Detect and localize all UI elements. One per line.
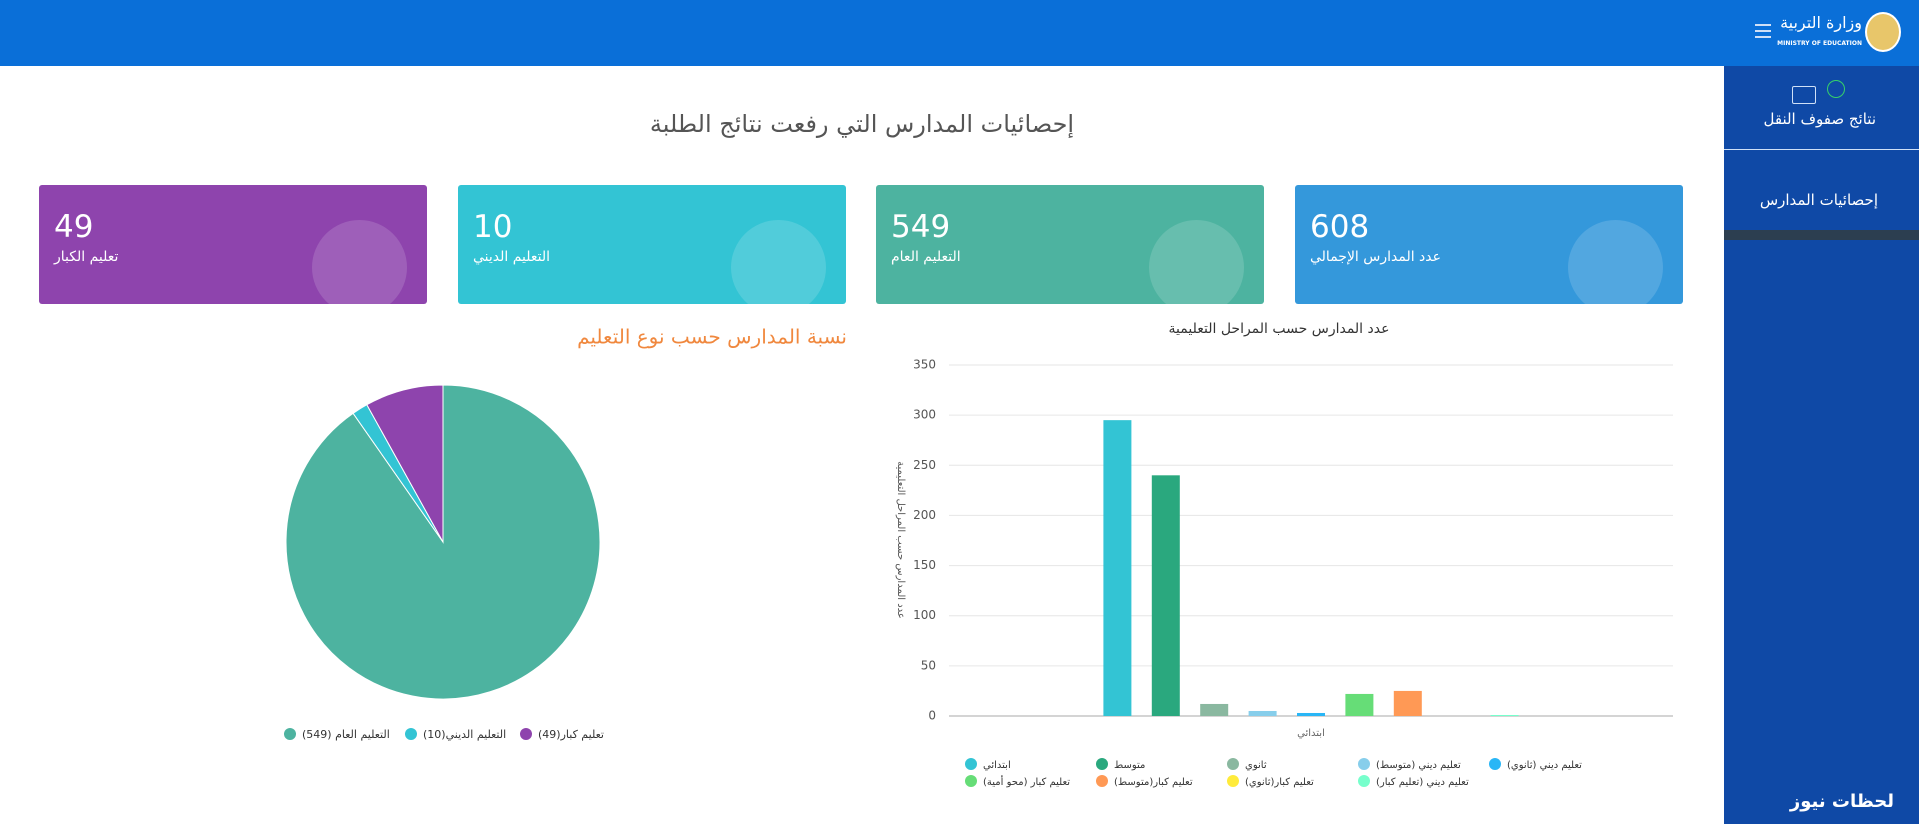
- legend-marker: [1096, 775, 1108, 787]
- card-label: تعليم الكبار: [54, 249, 119, 265]
- legend-marker: [520, 728, 532, 740]
- bar: [1297, 712, 1325, 716]
- chart-title: عدد المدارس حسب المراحل التعليمية: [1169, 321, 1390, 337]
- y-tick-label: 0: [928, 709, 936, 723]
- sidebar: نتائج صفوف النقل إحصائيات المدارس لحظات …: [1724, 66, 1919, 824]
- legend-marker: [1227, 775, 1239, 787]
- info-icon: [1827, 80, 1845, 98]
- legend-marker: [1489, 758, 1501, 770]
- legend-label: تعليم كبار(49): [538, 728, 604, 741]
- legend-marker: [1358, 758, 1370, 770]
- bar: [1248, 710, 1277, 716]
- chart-title: نسبة المدارس حسب نوع التعليم: [577, 325, 847, 349]
- stat-card: 608 عدد المدارس الإجمالي: [1295, 185, 1683, 304]
- stat-card: 10 التعليم الديني: [458, 185, 846, 304]
- legend-marker: [1227, 758, 1239, 770]
- logo-title: وزارة التربية: [1780, 13, 1862, 32]
- legend-label: متوسط: [1114, 760, 1145, 771]
- logo-subtitle: MINISTRY OF EDUCATION: [1777, 40, 1862, 47]
- page-title: إحصائيات المدارس التي رفعت نتائج الطلبة: [649, 110, 1075, 138]
- x-tick-label: ابتدائي: [1297, 728, 1325, 739]
- stat-card: 49 تعليم الكبار: [39, 185, 427, 304]
- legend-label: تعليم ديني (تعليم كبار): [1376, 777, 1469, 788]
- menu-button[interactable]: [1755, 24, 1771, 38]
- bar: [1103, 420, 1132, 716]
- stat-card: 549 التعليم العام: [876, 185, 1264, 304]
- legend-marker: [965, 775, 977, 787]
- bar: [1345, 693, 1374, 716]
- y-tick-label: 150: [913, 558, 936, 572]
- legend-label: تعليم كبار(ثانوي): [1245, 777, 1314, 788]
- card-label: التعليم العام: [891, 249, 961, 265]
- y-tick-label: 350: [913, 358, 936, 372]
- legend-marker: [284, 728, 296, 740]
- bar: [1490, 714, 1519, 716]
- y-tick-label: 200: [913, 508, 936, 522]
- legend-marker: [1096, 758, 1108, 770]
- y-tick-label: 50: [921, 658, 936, 672]
- bar: [1200, 703, 1229, 716]
- legend-label: تعليم كبار(متوسط): [1114, 777, 1193, 788]
- sidebar-label: نتائج صفوف النقل: [1763, 110, 1877, 128]
- legend-label: التعليم الديني(10): [423, 728, 506, 741]
- card-label: التعليم الديني: [473, 249, 551, 265]
- legend-label: ابتدائي: [983, 760, 1011, 771]
- legend-marker: [965, 758, 977, 770]
- legend-label: تعليم كبار (محو أمية): [983, 775, 1070, 788]
- legend-label: تعليم ديني (متوسط): [1376, 760, 1461, 771]
- y-tick-label: 100: [913, 608, 936, 622]
- card-value: 608: [1310, 209, 1370, 245]
- legend-marker: [1358, 775, 1370, 787]
- logo-emblem: [1865, 12, 1901, 52]
- y-tick-label: 250: [913, 458, 936, 472]
- legend-label: تعليم ديني (ثانوي): [1507, 760, 1582, 771]
- pie-slice: [366, 384, 444, 544]
- top-bar: وزارة التربية MINISTRY OF EDUCATION: [0, 0, 1919, 66]
- y-tick-label: 300: [913, 408, 936, 422]
- watermark: لحظات نيوز: [1789, 791, 1894, 812]
- legend-marker: [405, 728, 417, 740]
- card-value: 10: [473, 209, 513, 245]
- bar: [1151, 475, 1180, 716]
- legend-label: التعليم العام (549): [302, 728, 390, 741]
- card-label: عدد المدارس الإجمالي: [1310, 249, 1441, 265]
- card-value: 549: [891, 209, 951, 245]
- card-value: 49: [54, 209, 94, 245]
- sidebar-label[interactable]: إحصائيات المدارس: [1759, 191, 1878, 209]
- sidebar-divider: [1724, 230, 1919, 240]
- y-axis-label: عدد المدارس حسب المراحل التعليمية: [895, 461, 906, 619]
- legend-label: ثانوي: [1245, 760, 1267, 771]
- sidebar-item[interactable]: نتائج صفوف النقل: [1724, 66, 1919, 150]
- bar: [1393, 690, 1422, 716]
- item-icon: [1792, 86, 1816, 104]
- charts: نسبة المدارس حسب نوع التعليم التعليم العا…: [284, 321, 1673, 788]
